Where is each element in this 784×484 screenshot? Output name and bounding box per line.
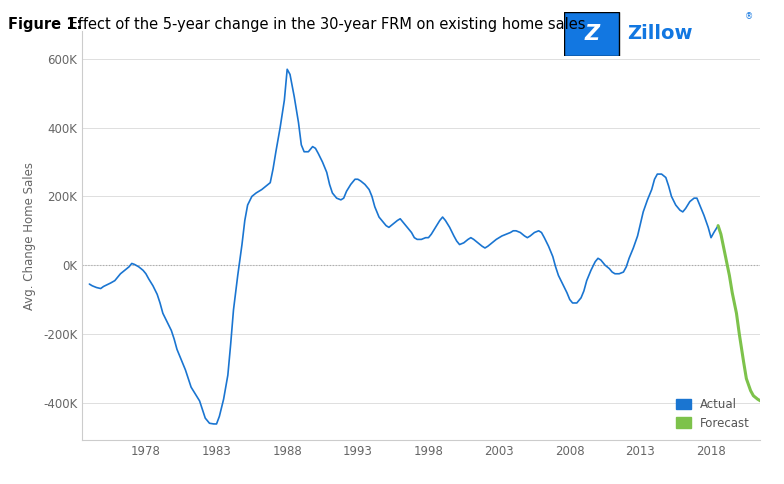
Text: Zillow: Zillow bbox=[627, 24, 693, 44]
Text: Figure 1:: Figure 1: bbox=[8, 17, 82, 32]
Legend: Actual, Forecast: Actual, Forecast bbox=[672, 393, 754, 435]
Text: Effect of the 5-year change in the 30-year FRM on existing home sales: Effect of the 5-year change in the 30-ye… bbox=[64, 17, 586, 32]
Text: ®: ® bbox=[745, 12, 753, 21]
FancyBboxPatch shape bbox=[564, 12, 619, 56]
Y-axis label: Avg. Change Home Sales: Avg. Change Home Sales bbox=[24, 162, 36, 310]
Text: Z: Z bbox=[584, 24, 600, 44]
